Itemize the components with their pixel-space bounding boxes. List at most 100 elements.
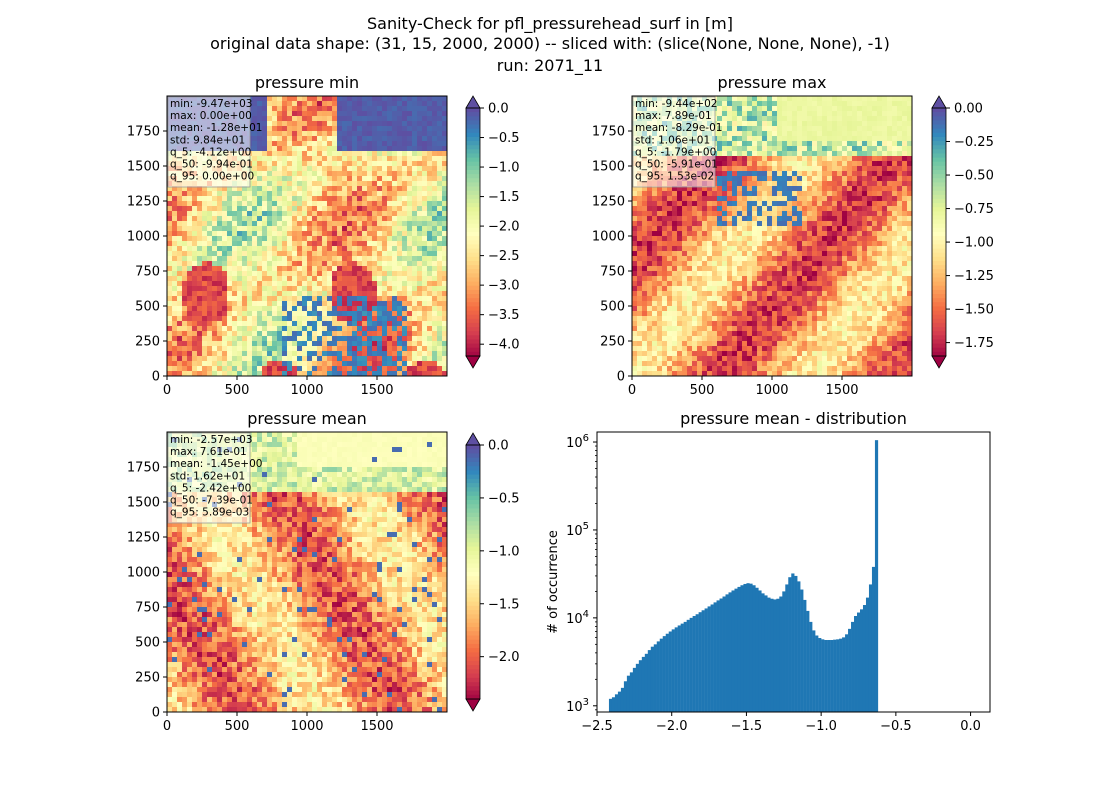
x-tick-label: 0: [628, 383, 636, 398]
histogram-bar: [821, 639, 825, 712]
histogram-bar: [803, 599, 807, 712]
y-tick-label: 105: [566, 521, 589, 539]
colorbar-segment: [466, 550, 480, 556]
histogram-bar: [779, 596, 783, 712]
histogram-bar: [868, 584, 873, 712]
colorbar-segment: [466, 322, 480, 328]
histogram-bar: [800, 589, 804, 712]
histogram-bar: [698, 612, 702, 712]
colorbar-segment: [466, 656, 480, 662]
histogram-bar: [710, 604, 714, 712]
histogram-bar: [740, 585, 744, 712]
histogram-bar: [794, 575, 798, 712]
stats-line: q_95: 1.53e-02: [635, 171, 714, 183]
histogram-bar: [719, 598, 723, 712]
x-tick-label: 1000: [755, 383, 788, 398]
colorbar-segment: [466, 116, 480, 121]
colorbar-segment: [932, 294, 946, 299]
colorbar-segment: [466, 643, 480, 649]
histogram-bar: [662, 636, 666, 712]
colorbar-segment: [466, 516, 480, 522]
x-tick-label: 0: [163, 719, 171, 734]
colorbar-segment: [932, 161, 946, 167]
y-tick-label: 500: [600, 300, 625, 315]
colorbar-segment: [466, 149, 480, 154]
histogram-bars: [608, 440, 879, 712]
histogram-bar: [713, 602, 717, 712]
stats-line: max: 7.89e-01: [635, 110, 712, 122]
colorbar-segment: [466, 610, 480, 615]
y-tick-label: 106: [566, 433, 589, 451]
histogram-bar: [755, 587, 759, 712]
colorbar-segment: [466, 588, 480, 594]
colorbar-segment: [466, 331, 480, 336]
y-tick-label: 0: [152, 370, 160, 385]
colorbar-segment: [466, 211, 480, 216]
colorbar-segment: [466, 487, 480, 492]
colorbar-segment: [932, 108, 946, 113]
colorbar-segment: [932, 219, 946, 225]
histogram-bar: [809, 621, 813, 712]
x-tick-label: 0: [163, 383, 171, 398]
colorbar-segment: [932, 157, 946, 163]
y-tick-label: 1250: [592, 195, 625, 210]
colorbar-extend-bottom: [465, 698, 481, 712]
histogram-bar: [665, 633, 669, 712]
colorbar-segment: [932, 298, 946, 303]
colorbar-segment: [466, 277, 480, 282]
histogram-bar: [671, 629, 675, 712]
colorbar-segment: [466, 627, 480, 632]
colorbar-segment: [466, 314, 480, 320]
colorbar-segment: [932, 170, 946, 175]
colorbar-frame: [465, 107, 481, 357]
stats-line: min: -2.57e+03: [170, 434, 252, 446]
colorbar-frame: [931, 107, 947, 357]
colorbar-segment: [466, 269, 480, 274]
colorbar-segment: [932, 256, 946, 262]
x-tick-label: 500: [225, 719, 250, 734]
colorbar-tick-label: −2.0: [488, 220, 520, 235]
colorbar-segment: [466, 648, 480, 653]
stats-line: q_5: -4.12e+00: [170, 146, 251, 158]
x-tick-label: 1500: [360, 383, 393, 398]
panel-title: pressure mean - distribution: [680, 409, 907, 428]
y-tick-label: 0: [152, 706, 160, 721]
colorbar-segment: [466, 635, 480, 641]
colorbar-segment: [466, 504, 480, 509]
colorbar-frame: [465, 444, 481, 700]
x-tick-label: −2.0: [656, 719, 688, 734]
colorbar-tick-label: −0.50: [954, 169, 994, 184]
colorbar-segment: [466, 660, 480, 666]
colorbar-segment: [466, 306, 480, 311]
x-tick-label: 1500: [360, 719, 393, 734]
panel-title: pressure mean: [247, 409, 367, 428]
histogram-bar: [701, 610, 705, 712]
colorbar-segment: [932, 285, 946, 291]
colorbar-segment: [932, 128, 946, 134]
x-tick-label: 0.0: [960, 719, 981, 734]
histogram-bar: [839, 638, 843, 712]
colorbar-segment: [932, 310, 946, 316]
colorbar-tick-label: −1.0: [488, 161, 520, 176]
histogram-bar: [758, 590, 762, 712]
colorbar-segment: [932, 165, 946, 171]
colorbar-segment: [466, 252, 480, 258]
colorbar-segment: [932, 265, 946, 270]
colorbar-segment: [466, 453, 480, 459]
histogram-bar: [871, 566, 876, 712]
y-tick-label: 1000: [127, 230, 160, 245]
y-tick-label: 1000: [127, 566, 160, 581]
histogram-bar: [728, 592, 732, 712]
histogram-bar: [785, 584, 789, 712]
colorbar-tick-label: −1.0: [488, 544, 520, 559]
colorbar-segment: [932, 186, 946, 192]
y-tick-label: 1250: [127, 195, 160, 210]
colorbar-segment: [932, 178, 946, 183]
histogram-bar: [776, 598, 780, 712]
figure-title-line-3: run: 2071_11: [496, 56, 604, 75]
stats-line: q_95: 5.89e-03: [170, 507, 249, 519]
histogram-bar: [644, 653, 649, 712]
stats-line: q_50: -9.94e-01: [170, 159, 253, 171]
stats-line: max: 0.00e+00: [170, 110, 252, 122]
